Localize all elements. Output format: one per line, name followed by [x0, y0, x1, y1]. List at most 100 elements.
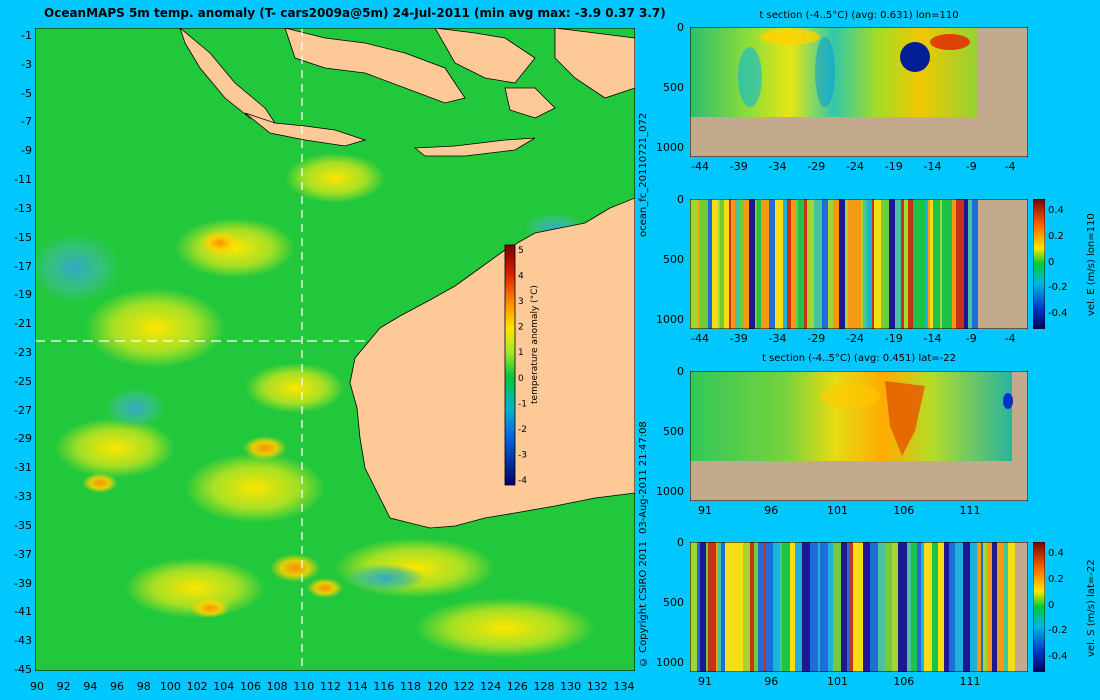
p4-cb-tick: 0.4 [1048, 548, 1064, 559]
p4-cb-tick: 0.2 [1048, 573, 1064, 585]
p4-cb-tick: -0.2 [1048, 625, 1068, 637]
lat-tick: -1 [21, 29, 32, 42]
p1-y-tick: 500 [663, 81, 684, 94]
timestamp-label: 03-Aug-2011 21:47:08 [638, 421, 649, 534]
copyright-label: © Copyright CSIRO 2011 [638, 541, 649, 667]
p2-x-tick: -14 [923, 332, 942, 345]
p2-y-tick: 500 [663, 253, 684, 266]
anomaly-blobs [35, 153, 595, 658]
lon-tick: 130 [560, 680, 582, 693]
p1-x-tick: -19 [884, 160, 903, 173]
lat-tick: -11 [14, 173, 32, 187]
p4-x-tick: 106 [893, 675, 915, 688]
lat-tick: -9 [21, 144, 32, 158]
p3-x-tick: 91 [698, 504, 712, 517]
p2-cb-tick: 0.4 [1048, 205, 1064, 216]
lon-tick: 126 [506, 680, 528, 693]
map-colorbar-tick: 5 [518, 246, 524, 256]
lon-tick: 116 [373, 680, 395, 693]
lat-tick: -43 [14, 634, 32, 648]
lat-tick: -35 [14, 518, 32, 532]
p3-x-tick: 111 [959, 504, 981, 517]
lon-tick: 102 [186, 680, 208, 693]
p3-x-tick: 101 [827, 504, 848, 517]
p1-y-tick: 0 [677, 21, 684, 34]
lon-tick: 132 [586, 680, 608, 693]
lat-tick: -41 [14, 605, 32, 619]
lat-tick: -31 [14, 461, 32, 475]
lon-tick: 114 [346, 680, 368, 693]
p2-x-tick: -39 [729, 332, 748, 345]
p4-y-tick: 0 [677, 536, 684, 549]
p4-cb-tick: -0.4 [1048, 651, 1068, 662]
lat-tick: -19 [14, 288, 32, 302]
lon-tick: 100 [159, 680, 181, 693]
p1-x-tick: -34 [768, 160, 787, 173]
p3-y-tick: 1000 [656, 485, 684, 498]
lat-tick: -15 [14, 230, 32, 244]
map-colorbar-tick: -3 [518, 450, 527, 460]
map-colorbar [504, 244, 516, 486]
lat-tick: -21 [14, 317, 32, 331]
land [179, 28, 635, 529]
map-colorbar-tick: 3 [518, 297, 524, 307]
p4-x-tick: 101 [827, 675, 848, 688]
p4-x-tick: 96 [764, 675, 779, 688]
p4-cb-tick: 0 [1048, 599, 1055, 611]
map-colorbar-tick: 4 [518, 272, 524, 282]
p4-x-tick: 91 [698, 675, 712, 688]
panel4-velocity [690, 542, 1028, 672]
lat-tick: -25 [14, 374, 32, 388]
panel3-title: t section (-4..5°C) (avg: 0.451) lat=-22 [761, 353, 957, 364]
lat-tick: -3 [21, 57, 32, 71]
p1-x-tick: -24 [846, 160, 864, 173]
p2-y-tick: 0 [677, 193, 684, 206]
lon-tick: 108 [266, 680, 288, 693]
lat-tick: -7 [21, 115, 32, 129]
p2-x-tick: -19 [884, 332, 903, 345]
panel1-section [690, 27, 1028, 157]
p1-x-tick: -39 [729, 160, 748, 173]
lat-tick: -39 [14, 576, 32, 590]
p1-x-tick: -9 [965, 160, 977, 173]
map-colorbar-tick: -2 [518, 425, 527, 435]
p2-x-tick: -4 [1004, 332, 1016, 345]
p2-y-tick: 1000 [656, 313, 684, 326]
p2-cb-tick: -0.2 [1048, 282, 1068, 294]
panel4-colorbar-label: vel. S (m/s) lat=-22 [1086, 559, 1097, 657]
p3-x-tick: 96 [764, 504, 779, 517]
p1-x-tick: -29 [807, 160, 826, 173]
p2-cb-tick: 0 [1048, 256, 1055, 268]
lon-tick: 110 [293, 680, 315, 693]
map-colorbar-tick: 1 [518, 348, 524, 358]
map-colorbar-tick: -1 [518, 399, 527, 409]
lon-tick: 134 [613, 680, 635, 693]
lat-tick: -13 [14, 201, 32, 215]
lon-tick: 124 [480, 680, 502, 693]
p2-cb-tick: 0.2 [1048, 230, 1064, 242]
lon-tick: 106 [239, 680, 261, 693]
panel4-colorbar [1033, 542, 1045, 672]
p2-x-tick: -9 [965, 332, 977, 345]
map-colorbar-tick: 2 [518, 323, 524, 333]
map-colorbar-tick: -4 [518, 476, 527, 486]
p3-y-tick: 0 [677, 365, 684, 378]
panel1-title: t section (-4..5°C) (avg: 0.631) lon=110 [759, 10, 959, 21]
lon-tick: 98 [136, 680, 151, 693]
map-title: OceanMAPS 5m temp. anomaly (T- cars2009a… [44, 6, 666, 20]
lat-tick: -23 [14, 346, 32, 359]
p3-y-tick: 500 [663, 425, 684, 438]
p4-y-tick: 1000 [656, 656, 684, 669]
anomaly-map: 5 4 3 2 1 0 -1 -2 -3 -4 [35, 28, 635, 671]
lat-tick: -37 [14, 547, 32, 561]
lat-tick: -33 [14, 490, 32, 504]
lon-tick: 90 [30, 680, 44, 693]
p4-x-tick: 111 [959, 675, 981, 688]
panel2-velocity [690, 199, 1028, 329]
lon-tick: 92 [56, 680, 71, 693]
lat-tick: -5 [21, 86, 32, 100]
p2-x-tick: -29 [807, 332, 826, 345]
lon-tick: 128 [533, 680, 555, 693]
map-colorbar-tick: 0 [518, 374, 524, 384]
map-colorbar-ticks: 5 4 3 2 1 0 -1 -2 -3 -4 [518, 246, 527, 486]
